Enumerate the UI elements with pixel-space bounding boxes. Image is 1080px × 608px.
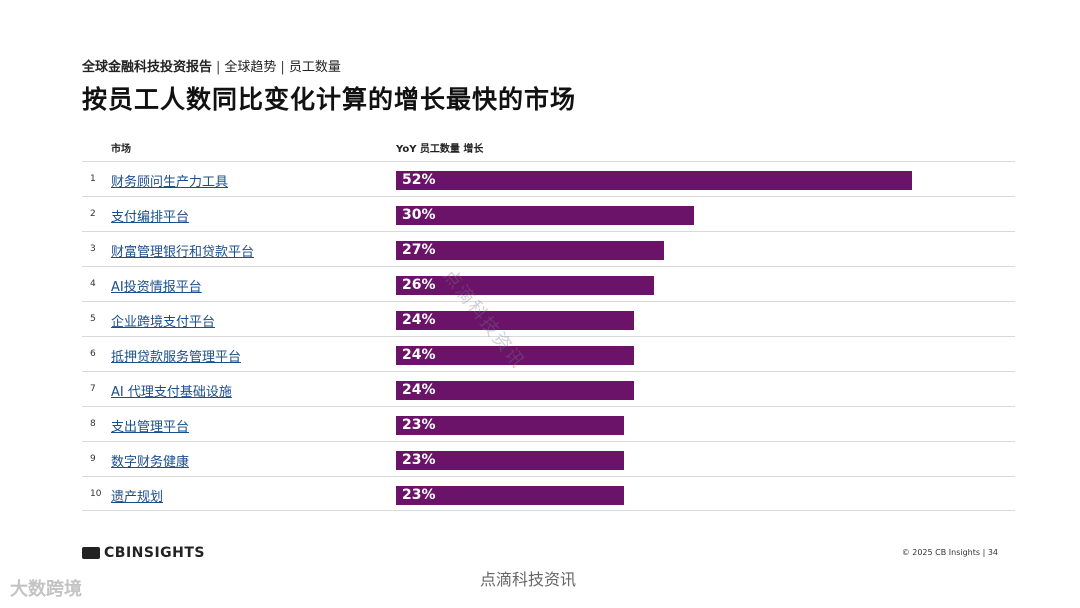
rank-number: 6	[90, 349, 96, 359]
breadcrumb-headcount[interactable]: 员工数量	[288, 60, 341, 75]
table-row: 5 企业跨境支付平台 24%	[82, 301, 1015, 336]
growth-value-label: 24%	[402, 312, 436, 328]
market-link[interactable]: 遗产规划	[111, 490, 164, 505]
market-link[interactable]: AI投资情报平台	[111, 280, 202, 295]
watermark-corner: 大数跨境	[10, 579, 82, 600]
market-link[interactable]: AI 代理支付基础设施	[111, 385, 232, 400]
table-row: 2 支付编排平台 30%	[82, 196, 1015, 231]
growth-bar	[396, 206, 694, 225]
table-row: 8 支出管理平台 23%	[82, 406, 1015, 441]
growth-bar	[396, 311, 634, 330]
cb-logo-icon	[82, 547, 100, 559]
market-link[interactable]: 财务顾问生产力工具	[111, 175, 229, 190]
market-link[interactable]: 企业跨境支付平台	[111, 315, 216, 330]
breadcrumb: 全球金融科技投资报告 | 全球趋势 | 员工数量	[82, 56, 341, 75]
table-row: 3 财富管理银行和贷款平台 27%	[82, 231, 1015, 266]
growth-value-label: 26%	[402, 277, 436, 293]
growth-bar	[396, 451, 625, 470]
rank-number: 4	[90, 279, 96, 289]
bar-chart: 1 财务顾问生产力工具 52% 2 支付编排平台 30% 3 财富管理银行和贷款平台 27% 4 A…	[82, 161, 1015, 511]
growth-value-label: 23%	[402, 417, 436, 433]
table-row: 4 AI投资情报平台 26%	[82, 266, 1015, 301]
table-row: 9 数字财务健康 23%	[82, 441, 1015, 476]
column-header-market: 市场	[111, 144, 131, 155]
table-row: 6 抵押贷款服务管理平台 24%	[82, 336, 1015, 371]
copyright-page-number: © 2025 CB Insights | 34	[901, 548, 998, 557]
rank-number: 5	[90, 314, 96, 324]
market-link[interactable]: 支出管理平台	[111, 420, 190, 435]
breadcrumb-report[interactable]: 全球金融科技投资报告	[82, 60, 213, 75]
growth-value-label: 52%	[402, 172, 436, 188]
growth-value-label: 24%	[402, 382, 436, 398]
growth-value-label: 27%	[402, 242, 436, 258]
table-row: 1 财务顾问生产力工具 52%	[82, 161, 1015, 196]
breadcrumb-separator: |	[216, 60, 221, 75]
growth-bar	[396, 346, 634, 365]
rank-number: 3	[90, 244, 96, 254]
page-title: 按员工人数同比变化计算的增长最快的市场	[82, 85, 577, 114]
table-row: 10 遗产规划 23%	[82, 476, 1015, 511]
growth-bar	[396, 241, 664, 260]
rank-number: 10	[90, 489, 102, 499]
market-link[interactable]: 支付编排平台	[111, 210, 190, 225]
rank-number: 8	[90, 419, 96, 429]
table-row: 7 AI 代理支付基础设施 24%	[82, 371, 1015, 406]
growth-value-label: 30%	[402, 207, 436, 223]
growth-value-label: 23%	[402, 452, 436, 468]
rank-number: 9	[90, 454, 96, 464]
rank-number: 1	[90, 174, 96, 184]
rank-number: 2	[90, 209, 96, 219]
growth-bar	[396, 381, 634, 400]
growth-value-label: 23%	[402, 487, 436, 503]
market-link[interactable]: 财富管理银行和贷款平台	[111, 245, 255, 260]
watermark-bottom: 点滴科技资讯	[480, 570, 577, 589]
breadcrumb-trends[interactable]: 全球趋势	[224, 60, 277, 75]
market-link[interactable]: 数字财务健康	[111, 455, 190, 470]
logo-text: CBINSIGHTS	[104, 545, 206, 561]
growth-bar	[396, 486, 625, 505]
rank-number: 7	[90, 384, 96, 394]
cb-insights-logo: CBINSIGHTS	[82, 545, 205, 561]
growth-value-label: 24%	[402, 347, 436, 363]
column-header-growth: YoY 员工数量 增长	[396, 144, 484, 155]
growth-bar	[396, 276, 654, 295]
growth-bar	[396, 171, 912, 190]
breadcrumb-separator: |	[280, 60, 285, 75]
market-link[interactable]: 抵押贷款服务管理平台	[111, 350, 242, 365]
growth-bar	[396, 416, 625, 435]
